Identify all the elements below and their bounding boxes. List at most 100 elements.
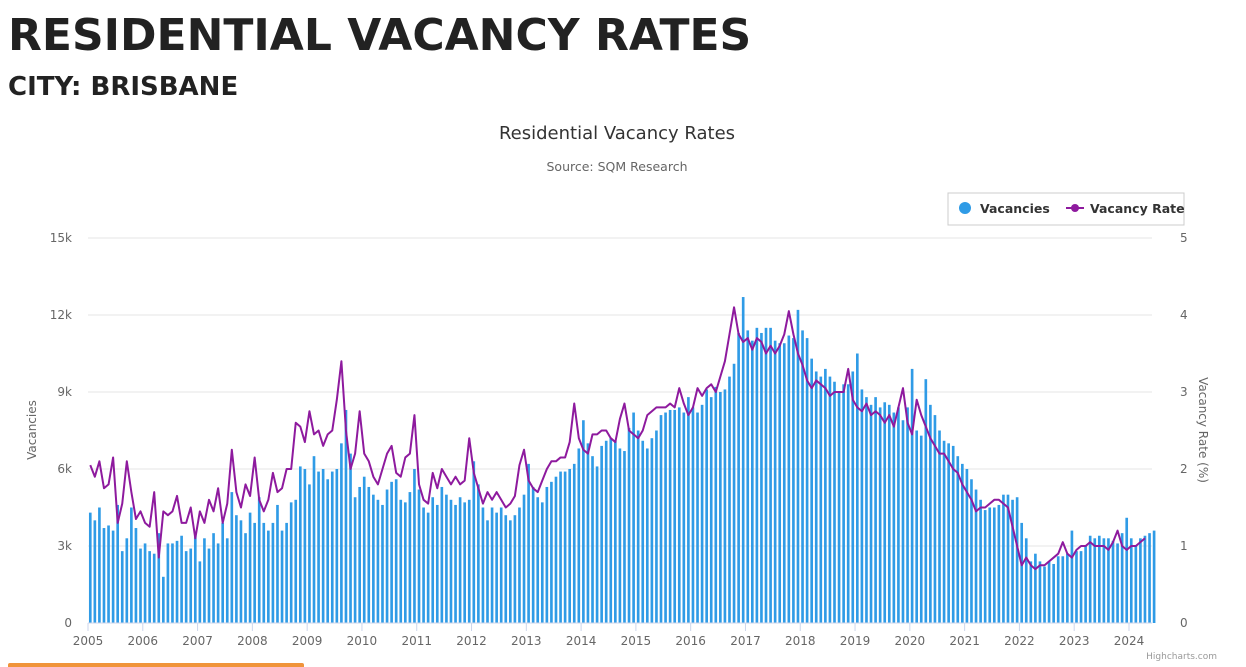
vacancies-bar[interactable] <box>184 551 188 623</box>
vacancies-bar[interactable] <box>833 381 836 623</box>
vacancies-bar[interactable] <box>93 520 97 623</box>
vacancies-bar[interactable] <box>814 371 818 623</box>
vacancies-bar[interactable] <box>111 530 115 623</box>
vacancies-bar[interactable] <box>988 507 992 624</box>
vacancies-bar[interactable] <box>522 494 526 623</box>
vacancies-bar[interactable] <box>1143 535 1147 623</box>
vacancies-bar[interactable] <box>1047 561 1051 623</box>
vacancies-bar[interactable] <box>837 392 841 623</box>
vacancies-bar[interactable] <box>321 469 325 623</box>
vacancies-bar[interactable] <box>682 412 686 623</box>
vacancies-bar[interactable] <box>796 309 800 623</box>
vacancies-bar[interactable] <box>1079 551 1083 623</box>
vacancies-bar[interactable] <box>641 440 645 623</box>
vacancies-bar[interactable] <box>691 407 695 623</box>
credits[interactable]: Highcharts.com <box>1146 652 1217 662</box>
vacancies-bar[interactable] <box>513 515 517 623</box>
vacancies-bar[interactable] <box>906 407 909 623</box>
vacancies-bar[interactable] <box>463 502 466 623</box>
vacancies-bar[interactable] <box>600 445 603 623</box>
vacancies-bar[interactable] <box>262 522 266 623</box>
vacancies-bar[interactable] <box>271 522 275 623</box>
vacancies-bar[interactable] <box>933 415 937 623</box>
vacancies-bar[interactable] <box>1015 497 1019 623</box>
vacancies-bar[interactable] <box>659 415 663 623</box>
vacancies-bar[interactable] <box>403 502 407 623</box>
vacancies-bar[interactable] <box>929 404 932 623</box>
vacancies-bar[interactable] <box>166 543 170 623</box>
vacancies-bar[interactable] <box>668 409 672 623</box>
vacancies-bar[interactable] <box>709 397 713 623</box>
vacancies-bar[interactable] <box>956 456 960 623</box>
vacancies-bar[interactable] <box>244 533 247 623</box>
vacancies-bar[interactable] <box>696 412 699 623</box>
vacancies-bar[interactable] <box>1084 546 1087 623</box>
vacancies-bar[interactable] <box>997 504 1001 623</box>
vacancies-bar[interactable] <box>408 492 412 623</box>
vacancies-bar[interactable] <box>591 456 594 623</box>
vacancies-bar[interactable] <box>773 340 777 623</box>
vacancies-bar[interactable] <box>221 522 225 623</box>
vacancies-bar[interactable] <box>267 530 270 623</box>
vacancies-bar[interactable] <box>162 576 165 623</box>
vacancies-bar[interactable] <box>1097 535 1101 623</box>
vacancies-bar[interactable] <box>1034 553 1037 623</box>
vacancies-bar[interactable] <box>764 327 768 623</box>
vacancies-bar[interactable] <box>1011 499 1014 623</box>
vacancies-bar[interactable] <box>394 479 398 623</box>
vacancies-bar[interactable] <box>509 520 512 623</box>
vacancies-bar[interactable] <box>947 443 950 623</box>
vacancies-bar[interactable] <box>792 338 795 623</box>
vacancies-bar[interactable] <box>125 538 129 623</box>
vacancies-bar[interactable] <box>308 484 311 623</box>
vacancies-bar[interactable] <box>550 481 553 623</box>
vacancies-bar[interactable] <box>1134 546 1138 623</box>
vacancies-bar[interactable] <box>851 371 855 623</box>
vacancies-bar[interactable] <box>257 497 261 623</box>
vacancies-bar[interactable] <box>435 504 439 623</box>
vacancies-bar[interactable] <box>645 448 649 623</box>
vacancies-bar[interactable] <box>317 471 320 623</box>
vacancies-bar[interactable] <box>728 376 731 623</box>
vacancies-bar[interactable] <box>358 486 361 623</box>
vacancies-bar[interactable] <box>554 476 558 623</box>
vacancies-bar[interactable] <box>417 489 421 623</box>
vacancies-bar[interactable] <box>298 466 302 623</box>
vacancies-bar[interactable] <box>440 486 444 623</box>
vacancies-bar[interactable] <box>143 543 147 623</box>
vacancies-bar[interactable] <box>1075 551 1078 623</box>
vacancies-bar[interactable] <box>212 533 215 623</box>
vacancies-bar[interactable] <box>846 384 850 623</box>
vacancies-bar[interactable] <box>1139 538 1142 623</box>
vacancies-bar[interactable] <box>824 368 827 623</box>
vacancies-bar[interactable] <box>385 489 389 623</box>
vacancies-bar[interactable] <box>175 540 179 623</box>
legend-item-vacancies[interactable]: Vacancies <box>959 201 1050 216</box>
vacancies-bar[interactable] <box>627 427 631 623</box>
vacancies-bar[interactable] <box>230 492 234 623</box>
vacancies-bar[interactable] <box>1002 494 1005 623</box>
vacancies-bar[interactable] <box>1107 538 1110 623</box>
vacancies-bar[interactable] <box>344 409 348 623</box>
vacancies-bar[interactable] <box>499 507 503 624</box>
vacancies-bar[interactable] <box>1056 556 1060 623</box>
vacancies-bar[interactable] <box>362 476 366 623</box>
vacancies-bar[interactable] <box>677 407 681 623</box>
vacancies-bar[interactable] <box>467 499 471 623</box>
vacancies-bar[interactable] <box>88 512 92 623</box>
vacancies-bar[interactable] <box>454 504 457 623</box>
vacancies-bar[interactable] <box>919 435 923 623</box>
vacancies-bar[interactable] <box>865 397 868 623</box>
vacancies-bar[interactable] <box>860 389 864 623</box>
vacancies-bar[interactable] <box>563 471 567 623</box>
legend-item-vacancy-rate[interactable]: Vacancy Rate <box>1066 201 1185 216</box>
vacancies-bar[interactable] <box>152 553 156 623</box>
vacancies-bar[interactable] <box>253 522 256 623</box>
vacancies-bar[interactable] <box>1006 494 1010 623</box>
vacancies-bar[interactable] <box>445 494 448 623</box>
vacancies-bar[interactable] <box>1111 540 1115 623</box>
vacancies-bar[interactable] <box>399 499 403 623</box>
vacancies-bar[interactable] <box>782 343 786 623</box>
vacancies-bar[interactable] <box>413 469 416 623</box>
vacancies-bar[interactable] <box>618 448 622 623</box>
